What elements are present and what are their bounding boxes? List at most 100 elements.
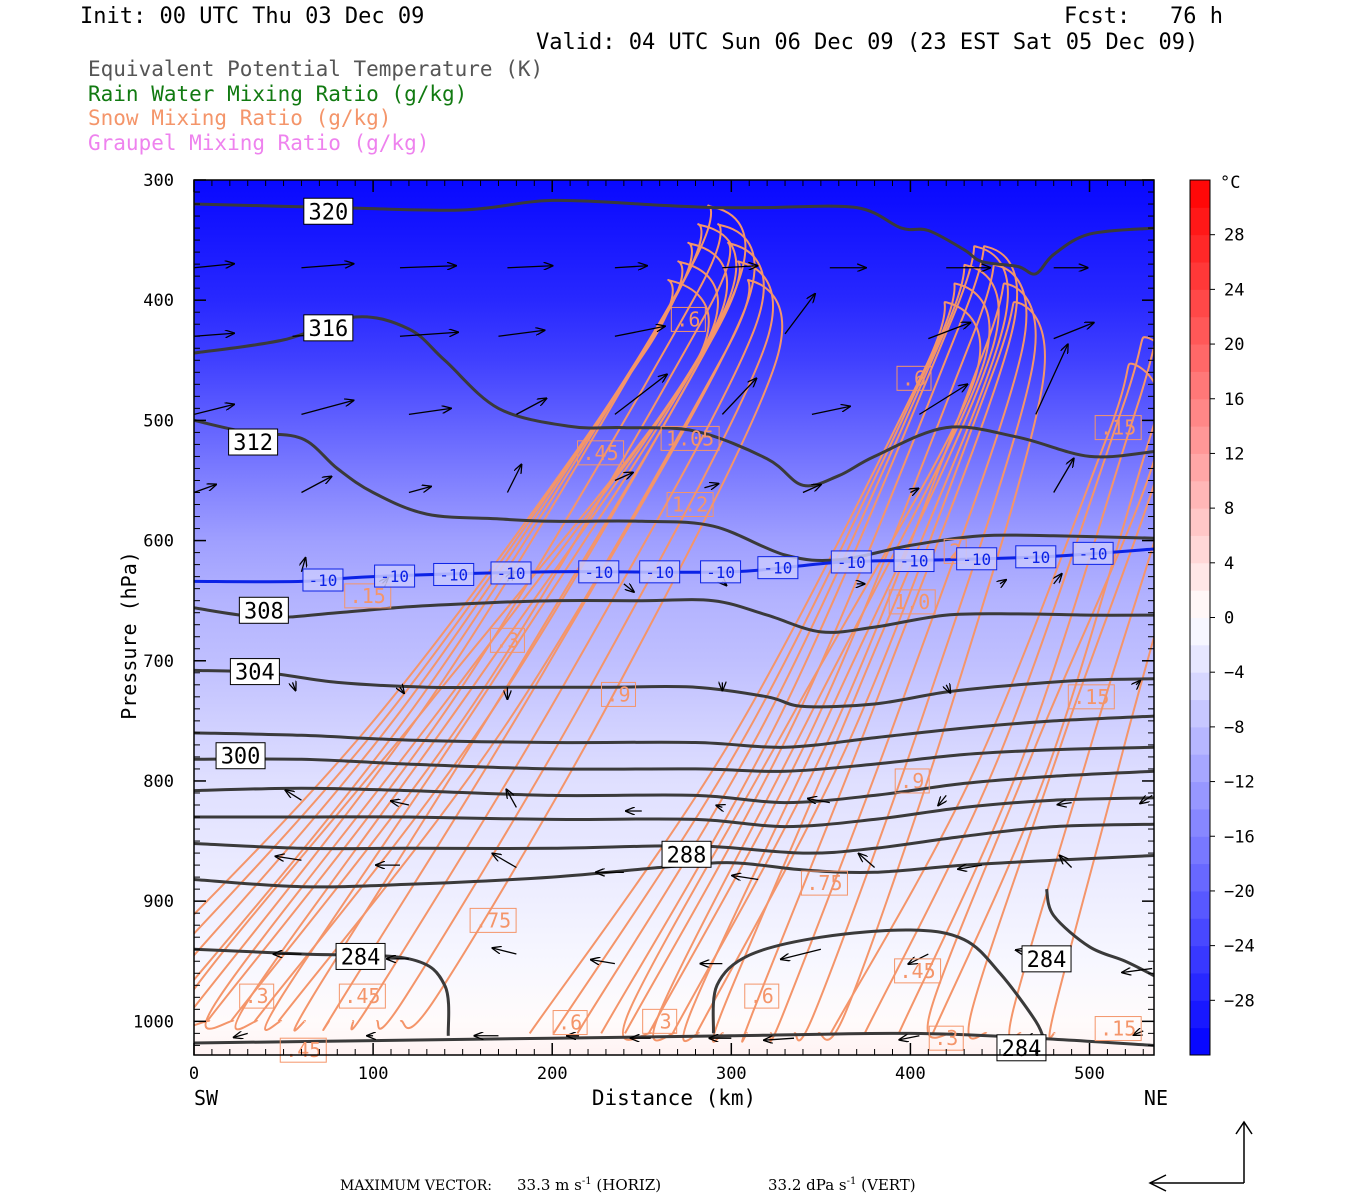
- colorbar-segment: [1190, 453, 1210, 482]
- wind-vector: [946, 685, 950, 693]
- isotherm-label-box: [700, 560, 742, 584]
- colorbar-segment: [1190, 562, 1210, 591]
- theta-e-line: [194, 598, 1154, 634]
- theta-e-label: 304: [235, 661, 275, 686]
- wind-vector: [784, 294, 815, 335]
- colorbar-segment: [1190, 781, 1210, 810]
- isotherm-label-box: [302, 568, 344, 592]
- snow-label-box: [1094, 1016, 1142, 1042]
- colorbar-label: 16: [1224, 390, 1244, 410]
- snow-label: .15: [1100, 416, 1136, 440]
- colorbar-segment: [1190, 207, 1210, 236]
- snow-label: .75: [806, 871, 842, 895]
- colorbar-label: −8: [1224, 718, 1244, 738]
- isotherm-label-box: [433, 562, 475, 586]
- colorbar-segment: [1190, 836, 1210, 865]
- isotherm-label-box: [956, 547, 998, 571]
- isotherm-label: -10: [706, 563, 735, 582]
- snow-label: .9: [900, 769, 924, 793]
- snow-label-box: [577, 440, 625, 466]
- colorbar-label: −20: [1224, 882, 1255, 902]
- snow-contour-line: [206, 223, 756, 1032]
- x-tick-label: 100: [358, 1064, 389, 1084]
- theta-e-label-box: [303, 314, 354, 342]
- isotherm-label: -10: [380, 567, 409, 586]
- wind-vector: [408, 487, 431, 494]
- wind-vector: [285, 790, 302, 801]
- isotherm-label: -10: [962, 550, 991, 569]
- colorbar-label: 8: [1224, 499, 1234, 519]
- snow-contour-line: [528, 301, 982, 1041]
- theta-e-label: 320: [308, 200, 348, 225]
- colorbar-segment: [1190, 863, 1210, 892]
- colorbar-segment: [1190, 918, 1210, 947]
- colorbar-segment: [1190, 617, 1210, 646]
- wind-vector: [506, 789, 517, 808]
- theta-e-label-box: [229, 658, 280, 686]
- snow-label: .6: [902, 366, 926, 390]
- colorbar-segment: [1190, 699, 1210, 728]
- theta-e-label: 308: [244, 599, 284, 624]
- theta-e-line: [194, 668, 1154, 709]
- isotherm-label-box: [1072, 541, 1114, 565]
- snow-contour-line: [671, 282, 1037, 1042]
- wind-vector: [614, 326, 665, 337]
- theta-e-label-box: [215, 742, 266, 770]
- snow-label-box: [489, 627, 525, 653]
- horiz-exponent: -1: [581, 1176, 592, 1187]
- isotherm-label-box: [490, 561, 532, 585]
- snow-label: .6: [558, 1011, 582, 1035]
- theta-e-line: [194, 769, 1154, 805]
- snow-label-box: [800, 870, 848, 896]
- wind-vector: [910, 489, 918, 493]
- init-time: Init: 00 UTC Thu 03 Dec 09: [80, 4, 425, 29]
- snow-contour-line: [624, 245, 1019, 1043]
- wind-vector: [391, 801, 410, 805]
- wind-vector: [1053, 323, 1094, 340]
- legend-theta-e: Equivalent Potential Temperature (K): [88, 57, 544, 81]
- snow-contour-line: [253, 260, 774, 1030]
- wind-vector: [301, 400, 353, 416]
- snow-contour-line: [576, 263, 1000, 1043]
- snow-label-box: [666, 492, 714, 518]
- wind-vector: [764, 1038, 795, 1040]
- snow-label-box: [642, 1008, 678, 1034]
- max-vector-label: MAXIMUM VECTOR:: [340, 1178, 492, 1194]
- wind-vector: [899, 1036, 920, 1040]
- wind-vector: [506, 465, 521, 493]
- isotherm-label-box: [830, 550, 872, 574]
- snow-label-box: [344, 583, 392, 609]
- snow-contour-line: [277, 279, 784, 1030]
- colorbar-label: −24: [1224, 937, 1255, 957]
- snow-label-box: [600, 681, 636, 707]
- theta-e-line: [194, 854, 1154, 889]
- y-tick-label: 900: [143, 892, 174, 912]
- plot-frame: [193, 179, 1155, 1056]
- wind-vector: [301, 477, 331, 494]
- wind-vector: [1140, 794, 1153, 803]
- wind-vector: [492, 948, 517, 955]
- snow-contour-line: [230, 241, 765, 1031]
- theta-e-label: 316: [308, 317, 348, 342]
- wind-vector: [781, 948, 822, 959]
- wind-vector: [1060, 856, 1073, 868]
- colorbar-segment: [1190, 890, 1210, 919]
- snow-contour-line: [194, 260, 719, 1030]
- theta-e-label: 284: [341, 945, 381, 970]
- wind-vector: [492, 854, 517, 869]
- wind-vector: [1136, 681, 1140, 685]
- wind-vector: [194, 264, 234, 268]
- y-tick-label: 300: [143, 171, 174, 191]
- snow-label: .15: [1100, 1017, 1136, 1041]
- isotherm-label: -10: [1021, 548, 1050, 567]
- colorbar-segment: [1190, 289, 1210, 318]
- colorbar-segment: [1190, 644, 1210, 673]
- snow-contour-line: [194, 279, 710, 1027]
- snow-contour-line: [194, 223, 738, 1031]
- theta-e-line: [194, 315, 1154, 488]
- x-tick-label: 400: [895, 1064, 926, 1084]
- isotherm-label: -10: [763, 559, 792, 578]
- snow-contour-line: [552, 282, 991, 1042]
- colorbar-segment: [1190, 535, 1210, 564]
